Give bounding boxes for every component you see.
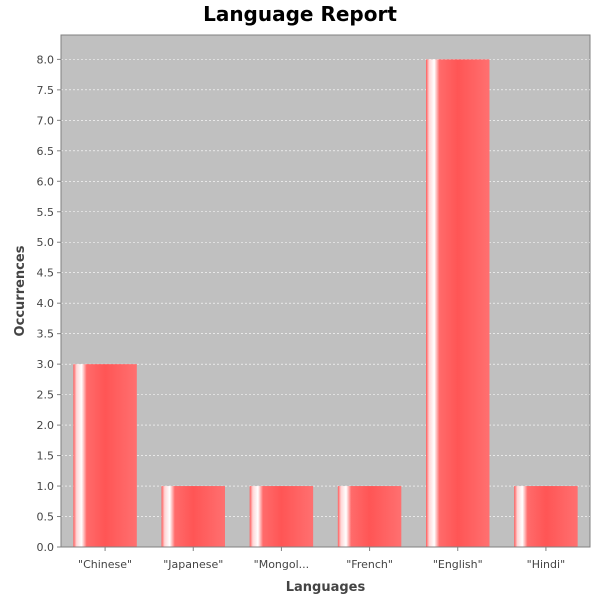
- y-tick-label: 1.0: [37, 480, 55, 493]
- bars: [73, 59, 578, 547]
- y-tick-label: 1.5: [37, 450, 55, 463]
- gridlines: [61, 59, 590, 517]
- bar: [337, 486, 402, 547]
- bar: [249, 486, 314, 547]
- y-tick-label: 4.5: [37, 267, 55, 280]
- y-tick-label: 8.0: [37, 53, 55, 66]
- x-tick-label: "Chinese": [78, 558, 132, 571]
- x-tick-label: "French": [346, 558, 393, 571]
- y-tick-label: 7.5: [37, 84, 55, 97]
- x-tick-label: "English": [433, 558, 483, 571]
- bar: [514, 486, 578, 547]
- y-tick-label: 0.5: [37, 511, 55, 524]
- x-tick-label: "Japanese": [163, 558, 223, 571]
- bar: [426, 59, 490, 547]
- y-tick-label: 2.0: [37, 419, 55, 432]
- chart-title: Language Report: [203, 2, 397, 26]
- axes: 0.0 0.5 1.0 1.5 2.0 2.5 3.0 3.5 4.0 4.5 5.0 5.5 6.0 6…: [37, 35, 590, 571]
- y-tick-label: 0.0: [37, 541, 55, 554]
- y-axis-title: Occurrences: [13, 245, 28, 336]
- y-tick-label: 6.0: [37, 175, 55, 188]
- x-tick-label: "Mongol...: [254, 558, 310, 571]
- y-tick-label: 7.0: [37, 114, 55, 127]
- y-tick-label: 5.0: [37, 236, 55, 249]
- y-tick-label: 3.0: [37, 358, 55, 371]
- y-tick-label: 5.5: [37, 206, 55, 219]
- x-tick-label: "Hindi": [527, 558, 565, 571]
- x-axis-title: Languages: [286, 580, 366, 595]
- y-tick-label: 3.5: [37, 328, 55, 341]
- bar: [73, 364, 137, 547]
- y-tick-label: 2.5: [37, 389, 55, 402]
- bar: [161, 486, 225, 547]
- y-tick-label: 4.0: [37, 297, 55, 310]
- y-tick-label: 6.5: [37, 145, 55, 158]
- plot-area: [60, 34, 591, 548]
